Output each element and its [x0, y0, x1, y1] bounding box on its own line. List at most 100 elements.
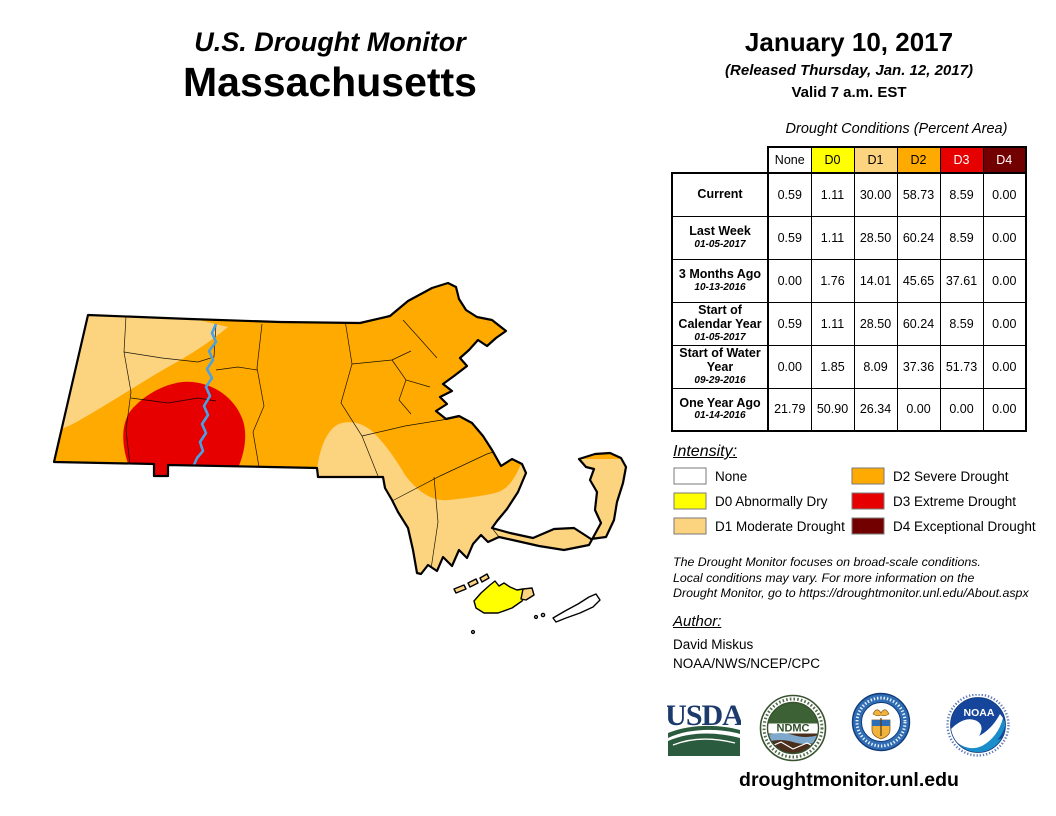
row-label: One Year Ago	[679, 395, 761, 410]
author-org: NOAA/NWS/NCEP/CPC	[673, 656, 821, 671]
legend-swatch-d4	[851, 517, 885, 535]
massachusetts-drought-map	[52, 281, 628, 635]
author-name: David Miskus	[673, 637, 754, 652]
header-d3: D3	[939, 146, 984, 174]
cell-value: 0.00	[767, 258, 812, 303]
cell-value: 8.09	[853, 344, 898, 389]
legend-swatch-none	[673, 467, 707, 485]
legend-swatch-d2	[851, 467, 885, 485]
nantucket-island	[552, 593, 601, 623]
table-row-last-week: Last Week 01-05-2017 0.59 1.11 28.50 60.2…	[671, 215, 1027, 260]
header-d2: D2	[896, 146, 941, 174]
ndmc-logo-text: NDMC	[777, 723, 810, 735]
table-header-row: None D0 D1 D2 D3 D4	[672, 146, 1027, 174]
cell-value: 21.79	[767, 387, 812, 432]
row-date: 10-13-2016	[694, 281, 746, 293]
legend-swatch-d1	[673, 517, 707, 535]
table-row-3-months-ago: 3 Months Ago 10-13-2016 0.00 1.76 14.01 4…	[671, 258, 1027, 303]
header-blank-cell	[672, 147, 768, 173]
release-date: (Released Thursday, Jan. 12, 2017)	[725, 62, 973, 79]
cell-value: 0.00	[982, 258, 1027, 303]
legend-swatch-d0	[673, 492, 707, 510]
website-url: droughtmonitor.unl.edu	[739, 769, 959, 791]
cell-value: 45.65	[896, 258, 941, 303]
cell-value: 37.36	[896, 344, 941, 389]
cell-value: 0.00	[982, 172, 1027, 217]
cell-value: 28.50	[853, 215, 898, 260]
row-label: Current	[697, 186, 743, 201]
cell-value: 0.00	[982, 344, 1027, 389]
legend-label: D1 Moderate Drought	[715, 518, 845, 534]
state-title: Massachusetts	[183, 59, 477, 105]
legend-item-none: None	[673, 467, 747, 485]
header-d1: D1	[853, 146, 898, 174]
map-region-d1-northwest	[54, 308, 228, 432]
cell-value: 60.24	[896, 301, 941, 346]
valid-time: Valid 7 a.m. EST	[791, 84, 907, 101]
cell-value: 30.00	[853, 172, 898, 217]
table-row-start-calendar-year: Start of Calendar Year 01-05-2017 0.59 1.…	[671, 301, 1027, 346]
map-region-d3-blob	[123, 381, 246, 482]
cell-value: 8.59	[939, 172, 984, 217]
row-label: Start of Calendar Year	[678, 303, 762, 331]
doc-logo	[851, 692, 911, 752]
cell-value: 60.24	[896, 215, 941, 260]
legend-label: D4 Exceptional Drought	[893, 518, 1036, 534]
noaa-logo-text: NOAA	[964, 707, 995, 719]
legend-item-d2: D2 Severe Drought	[851, 467, 1009, 485]
row-date: 09-29-2016	[694, 374, 746, 386]
legend-label: D2 Severe Drought	[893, 468, 1009, 484]
cell-value: 1.85	[810, 344, 855, 389]
cell-value: 0.00	[939, 387, 984, 432]
legend-item-d0: D0 Abnormally Dry	[673, 492, 828, 510]
cell-value: 58.73	[896, 172, 941, 217]
cell-value: 51.73	[939, 344, 984, 389]
report-title: U.S. Drought Monitor	[194, 27, 466, 57]
marthas-vineyard-island	[473, 580, 529, 614]
table-title: Drought Conditions (Percent Area)	[785, 121, 1008, 137]
row-date: 01-05-2017	[694, 331, 746, 343]
disclaimer-line: Local conditions may vary. For more info…	[673, 570, 975, 585]
cell-value: 8.59	[939, 301, 984, 346]
cell-value: 28.50	[853, 301, 898, 346]
header-none: None	[767, 146, 812, 174]
cell-value: 0.00	[767, 344, 812, 389]
usda-logo: USDA	[667, 699, 741, 756]
row-date: 01-14-2016	[694, 410, 746, 422]
header-d4: D4	[982, 146, 1027, 174]
legend-label: D3 Extreme Drought	[893, 493, 1017, 509]
disclaimer-line: The Drought Monitor focuses on broad-sca…	[673, 555, 981, 569]
legend-item-d1: D1 Moderate Drought	[673, 517, 845, 535]
cell-value: 50.90	[810, 387, 855, 432]
state-outline	[52, 281, 628, 576]
legend-item-d4: D4 Exceptional Drought	[851, 517, 1036, 535]
cell-value: 37.61	[939, 258, 984, 303]
legend-label: None	[715, 468, 748, 484]
cell-value: 0.00	[982, 215, 1027, 260]
cell-value: 0.00	[896, 387, 941, 432]
noaa-logo: NOAA	[946, 694, 1010, 757]
cell-value: 1.11	[810, 172, 855, 217]
legend-swatch-d3	[851, 492, 885, 510]
disclaimer-line: Drought Monitor, go to https://droughtmo…	[673, 586, 1029, 600]
legend-heading: Intensity:	[673, 443, 738, 460]
ndmc-logo: NDMC	[759, 694, 827, 762]
table-row-one-year-ago: One Year Ago 01-14-2016 21.79 50.90 26.34…	[671, 387, 1027, 432]
connecticut-river	[192, 323, 218, 466]
small-islets	[470, 612, 546, 635]
cell-value: 0.00	[982, 301, 1027, 346]
cell-value: 1.11	[810, 215, 855, 260]
cell-value: 1.11	[810, 301, 855, 346]
table-row-current: Current 0.59 1.11 30.00 58.73 8.59 0.00	[671, 172, 1027, 217]
cell-value: 8.59	[939, 215, 984, 260]
cell-value: 1.76	[810, 258, 855, 303]
cell-value: 0.59	[767, 301, 812, 346]
row-label: 3 Months Ago	[678, 266, 762, 281]
cell-value: 26.34	[853, 387, 898, 432]
cell-value: 0.59	[767, 172, 812, 217]
legend-item-d3: D3 Extreme Drought	[851, 492, 1016, 510]
author-heading: Author:	[673, 613, 722, 630]
header-d0: D0	[810, 146, 855, 174]
cell-value: 0.59	[767, 215, 812, 260]
